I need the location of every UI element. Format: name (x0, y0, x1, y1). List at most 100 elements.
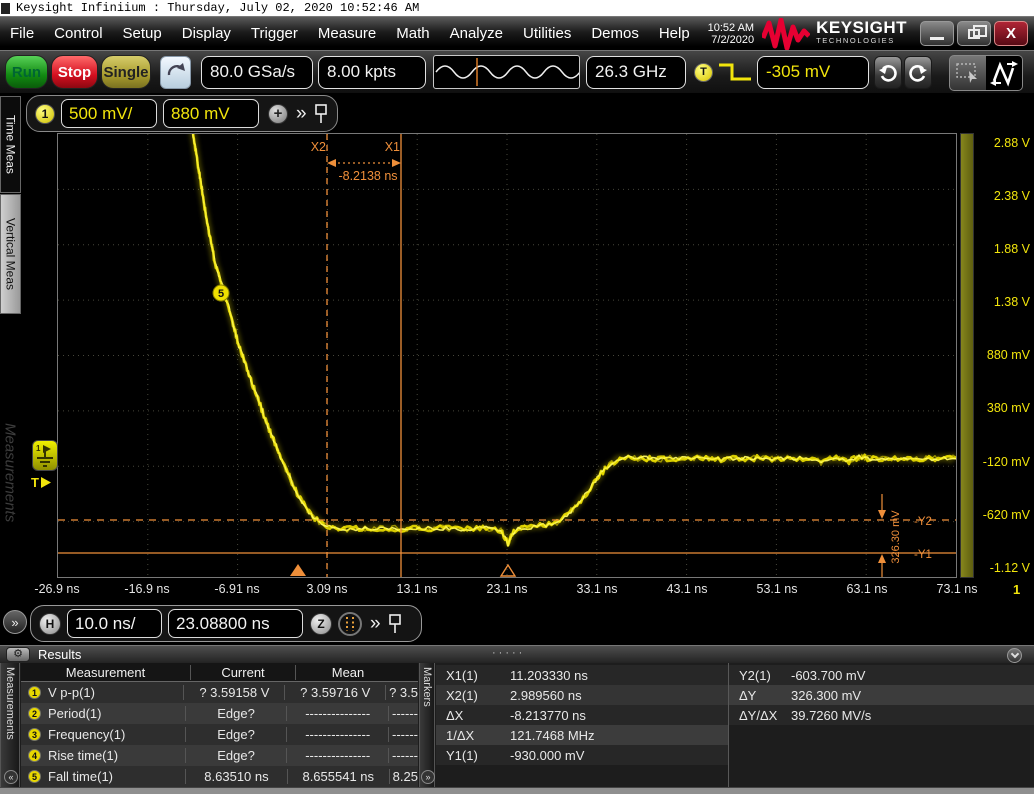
menu-utilities[interactable]: Utilities (522, 25, 572, 42)
channel1-axis-indicator: 1 (1013, 582, 1021, 597)
menu-setup[interactable]: Setup (122, 25, 162, 42)
single-button[interactable]: Single (101, 55, 151, 89)
results-collapse-button[interactable] (1007, 648, 1022, 663)
bandwidth-field[interactable]: 26.3 GHz (586, 55, 686, 89)
markers-button[interactable] (338, 611, 362, 636)
y2-cursor-label: -Y2 (914, 516, 932, 528)
tab-measurements[interactable]: Measurements « (0, 663, 20, 787)
meas3-badge: 3 (28, 728, 41, 741)
y-axis-label: -120 mV (982, 455, 1030, 469)
menu-file[interactable]: File (10, 25, 35, 42)
meas-name: Fall time(1) (48, 769, 114, 784)
table-row[interactable]: 1 V p-p(1) ? 3.59158 V ? 3.59716 V ? 3.5 (21, 682, 418, 703)
select-mode-button[interactable] (950, 56, 986, 90)
channel1-offset-field[interactable]: 880 mV (163, 99, 259, 128)
timebase-position-field[interactable]: 23.08800 ns (168, 609, 303, 638)
stop-button[interactable]: Stop (51, 55, 98, 89)
marker-readout-row: ΔY 326.300 mV (729, 685, 1034, 705)
measurements-watermark: Measurements (0, 365, 20, 580)
meas-name: Frequency(1) (48, 727, 126, 742)
trigger-level-marker[interactable]: T (31, 475, 52, 490)
pin-icon[interactable] (313, 103, 329, 125)
delta-x-arrowhead-right (392, 159, 401, 167)
markers-expand-button[interactable]: » (421, 770, 435, 784)
brand-name: KEYSIGHT (816, 17, 907, 37)
panel-expander-button[interactable]: » (3, 610, 27, 634)
tab-vertical-meas[interactable]: Vertical Meas (0, 194, 21, 314)
trigger-level-field[interactable]: -305 mV (757, 55, 869, 89)
col-current[interactable]: Current (190, 664, 295, 680)
run-button[interactable]: Run (5, 55, 48, 89)
menu-control[interactable]: Control (54, 25, 103, 42)
tab-time-meas[interactable]: Time Meas (0, 96, 21, 193)
menu-analyze[interactable]: Analyze (449, 25, 503, 42)
acquisition-preview[interactable] (433, 55, 580, 89)
redo-icon (909, 65, 927, 82)
table-row[interactable]: 5 Fall time(1) 8.63510 ns 8.655541 ns 8.2… (21, 766, 418, 787)
menu-measure[interactable]: Measure (317, 25, 377, 42)
meas-name: Rise time(1) (48, 748, 119, 763)
tab-markers[interactable]: Markers » (419, 663, 435, 787)
trigger-source-button[interactable]: T (694, 62, 713, 82)
add-channel-button[interactable]: + (268, 103, 288, 124)
meas-mean: ? 3.59716 V (284, 685, 385, 700)
horizontal-button[interactable]: H (39, 612, 61, 635)
horizontal-expand-chevrons[interactable]: » (370, 613, 381, 634)
minimize-icon (930, 37, 944, 40)
channel-expand-chevrons[interactable]: » (296, 103, 307, 124)
marker-readout-row: Y1(1) -930.000 mV (436, 745, 728, 765)
y-axis-label: 1.38 V (993, 295, 1030, 309)
channel1-ground-marker[interactable]: 1 (32, 440, 58, 471)
redo-button[interactable] (904, 55, 932, 89)
meas-current: ? 3.59158 V (183, 685, 284, 700)
marker-label: Y2(1) (739, 667, 771, 683)
meas-mean: --------------- (286, 706, 388, 721)
marker-label: X2(1) (446, 687, 478, 703)
y-axis-label: -1.12 V (989, 561, 1030, 575)
meas-extra: 8.25 (388, 769, 418, 784)
restore-button[interactable] (957, 21, 991, 46)
y1-cursor-label: -Y1 (914, 549, 932, 561)
touch-button[interactable] (160, 55, 191, 89)
cursor-dots-icon (346, 616, 354, 631)
title-bar: Keysight Infiniium : Thursday, July 02, … (0, 0, 1034, 17)
minimize-button[interactable] (920, 21, 954, 46)
meas-mean: --------------- (286, 727, 388, 742)
marker-label: ΔX (446, 707, 464, 723)
menu-demos[interactable]: Demos (591, 25, 639, 42)
waveform-display[interactable]: X2 X1 -8.2138 ns -Y2 -Y1 326.30 mV 5 (57, 133, 957, 578)
table-row[interactable]: 4 Rise time(1) Edge? --------------- ----… (21, 745, 418, 766)
table-row[interactable]: 3 Frequency(1) Edge? --------------- ----… (21, 724, 418, 745)
drag-handle[interactable]: ····· (492, 647, 526, 659)
channel1-scale-field[interactable]: 500 mV/ (61, 99, 157, 128)
channel1-waveform-trace (189, 134, 956, 547)
pin-icon[interactable] (387, 613, 403, 635)
close-button[interactable]: X (994, 21, 1028, 46)
undo-button[interactable] (874, 55, 902, 89)
marker-value: -930.000 mV (510, 747, 585, 763)
channel1-button[interactable]: 1 (35, 103, 55, 124)
y-axis-label: -620 mV (982, 508, 1030, 522)
sample-rate-field[interactable]: 80.0 GSa/s (201, 55, 313, 89)
results-header: ⚙ Results ····· (0, 645, 1034, 663)
results-settings-button[interactable]: ⚙ (6, 647, 30, 662)
tab-markers-label: Markers (421, 667, 433, 707)
waveform-drag-mode-button[interactable] (986, 56, 1022, 90)
menu-display[interactable]: Display (181, 25, 231, 42)
falling-edge-icon[interactable] (716, 58, 754, 86)
menu-math[interactable]: Math (396, 25, 430, 42)
clock-date: 7/2/2020 (711, 33, 755, 46)
timebase-scale-field[interactable]: 10.0 ns/ (67, 609, 162, 638)
memory-depth-field[interactable]: 8.00 kpts (318, 55, 426, 89)
menu-help[interactable]: Help (658, 25, 690, 42)
meas-extra: ------ (388, 727, 418, 742)
run-control-toolbar: Run Stop Single 80.0 GSa/s 8.00 kpts 26.… (0, 50, 1034, 93)
menu-trigger[interactable]: Trigger (250, 25, 298, 42)
table-row[interactable]: 2 Period(1) Edge? --------------- ------ (21, 703, 418, 724)
measurements-collapse-button[interactable]: « (4, 770, 18, 784)
y-axis-label: 880 mV (986, 348, 1030, 362)
zoom-button[interactable]: Z (310, 612, 332, 635)
ground-symbol-icon: 1 (36, 444, 53, 467)
col-mean[interactable]: Mean (295, 664, 400, 680)
col-measurement[interactable]: Measurement (65, 664, 146, 680)
